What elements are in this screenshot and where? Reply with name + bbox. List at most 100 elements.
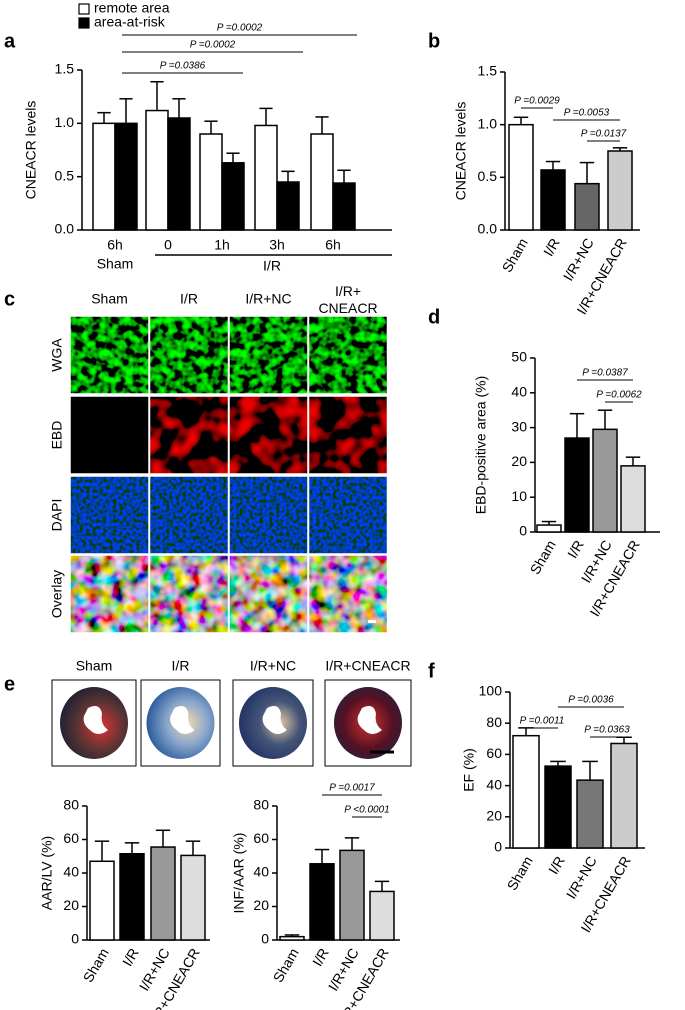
x-tick-label: 0 bbox=[164, 237, 172, 253]
panel-letter: d bbox=[428, 306, 440, 328]
bar bbox=[309, 863, 335, 941]
p-value: P =0.0062 bbox=[596, 390, 642, 401]
p-value: P =0.0002 bbox=[190, 40, 236, 51]
micrograph-border bbox=[307, 315, 389, 395]
micrograph bbox=[70, 476, 149, 554]
heart-lumen bbox=[83, 706, 108, 734]
bar bbox=[610, 742, 638, 849]
bar bbox=[512, 734, 540, 849]
column-label: Sham bbox=[91, 291, 128, 307]
bar bbox=[508, 123, 534, 231]
bar bbox=[576, 779, 604, 849]
bar bbox=[544, 765, 572, 849]
row-label: EBD bbox=[49, 421, 65, 450]
y-tick-label: 80 bbox=[253, 797, 269, 813]
bar bbox=[276, 181, 300, 231]
x-tick-label: I/R+NC bbox=[563, 853, 600, 901]
x-tick-label: 6h bbox=[325, 237, 341, 253]
y-tick-label: 60 bbox=[486, 745, 502, 761]
p-value: P <0.0001 bbox=[344, 805, 390, 816]
heart-label: Sham bbox=[76, 658, 113, 674]
bar bbox=[279, 935, 305, 941]
micrograph bbox=[70, 316, 149, 394]
micrograph-border bbox=[307, 475, 389, 555]
bar bbox=[369, 890, 395, 941]
p-value: P =0.0053 bbox=[564, 108, 610, 119]
legend-swatch bbox=[78, 17, 90, 29]
panel-letter: a bbox=[4, 30, 16, 52]
bar bbox=[199, 133, 223, 231]
group-label: Sham bbox=[97, 256, 134, 272]
p-value: P =0.0011 bbox=[520, 716, 565, 727]
y-tick-label: 20 bbox=[253, 897, 269, 913]
panel-letter: c bbox=[4, 288, 15, 310]
y-tick-label: 0.0 bbox=[478, 221, 498, 237]
y-axis-label: INF/AAR (%) bbox=[231, 833, 247, 914]
bar bbox=[119, 852, 145, 941]
y-tick-label: 1.5 bbox=[55, 61, 75, 77]
micrograph bbox=[70, 555, 149, 633]
bar bbox=[574, 182, 600, 231]
p-value: P =0.0002 bbox=[217, 23, 263, 34]
y-tick-label: 40 bbox=[511, 384, 527, 400]
x-tick-label: I/R bbox=[545, 853, 568, 876]
y-tick-label: 40 bbox=[253, 864, 269, 880]
panel-letter: f bbox=[428, 660, 435, 682]
y-tick-label: 40 bbox=[63, 864, 79, 880]
bar bbox=[607, 150, 633, 231]
bar bbox=[145, 109, 169, 231]
y-tick-label: 10 bbox=[511, 488, 527, 504]
micrograph bbox=[308, 476, 388, 554]
x-tick-label: 3h bbox=[269, 237, 285, 253]
y-tick-label: 60 bbox=[253, 830, 269, 846]
y-axis-label: EF (%) bbox=[461, 748, 477, 792]
x-tick-label: Sham bbox=[527, 537, 559, 577]
y-tick-label: 60 bbox=[63, 830, 79, 846]
panel-letter: e bbox=[4, 673, 15, 695]
y-tick-label: 80 bbox=[486, 714, 502, 730]
heart-lumen bbox=[170, 706, 195, 734]
chart: 0.0 0.5 1.0 1.5 CNEACR levels 6h 0 1h 3h 6h remote… bbox=[23, 0, 392, 274]
column-label: I/R bbox=[180, 291, 198, 307]
micrograph bbox=[149, 476, 229, 554]
x-tick-label: I/R bbox=[309, 945, 332, 968]
micrograph bbox=[149, 555, 229, 633]
bar bbox=[92, 122, 116, 231]
y-tick-label: 50 bbox=[511, 349, 527, 365]
bar bbox=[339, 849, 365, 941]
x-tick-label: I/R bbox=[540, 235, 563, 258]
heart-label: I/R+NC bbox=[250, 658, 296, 674]
x-tick-label: Sham bbox=[270, 945, 302, 985]
y-tick-label: 0.5 bbox=[478, 168, 498, 184]
group-label: I/R bbox=[263, 258, 281, 274]
x-tick-label: Sham bbox=[80, 945, 112, 985]
legend-label: area-at-risk bbox=[94, 14, 166, 30]
p-value: P =0.0017 bbox=[329, 783, 375, 794]
heart-lumen bbox=[262, 706, 287, 734]
bar bbox=[254, 124, 278, 231]
micrograph-border bbox=[307, 395, 389, 475]
micrograph bbox=[308, 396, 388, 474]
heart-label: I/R bbox=[172, 658, 190, 674]
scale-bar bbox=[368, 620, 376, 623]
bar bbox=[310, 133, 334, 231]
micrograph bbox=[149, 396, 229, 474]
micrograph bbox=[149, 316, 229, 394]
p-value: P =0.0386 bbox=[160, 61, 206, 72]
micrograph bbox=[308, 316, 388, 394]
x-tick-label: Sham bbox=[499, 235, 531, 275]
micrograph bbox=[229, 316, 308, 394]
legend-swatch bbox=[78, 3, 90, 15]
y-tick-label: 1.0 bbox=[478, 115, 498, 131]
row-label: WGA bbox=[49, 338, 65, 372]
y-tick-label: 0 bbox=[519, 523, 527, 539]
heart-label: I/R+CNEACR bbox=[325, 658, 410, 674]
y-tick-label: 1.0 bbox=[55, 114, 75, 130]
heart-lumen bbox=[357, 706, 382, 734]
row-label: Overlay bbox=[49, 570, 65, 618]
